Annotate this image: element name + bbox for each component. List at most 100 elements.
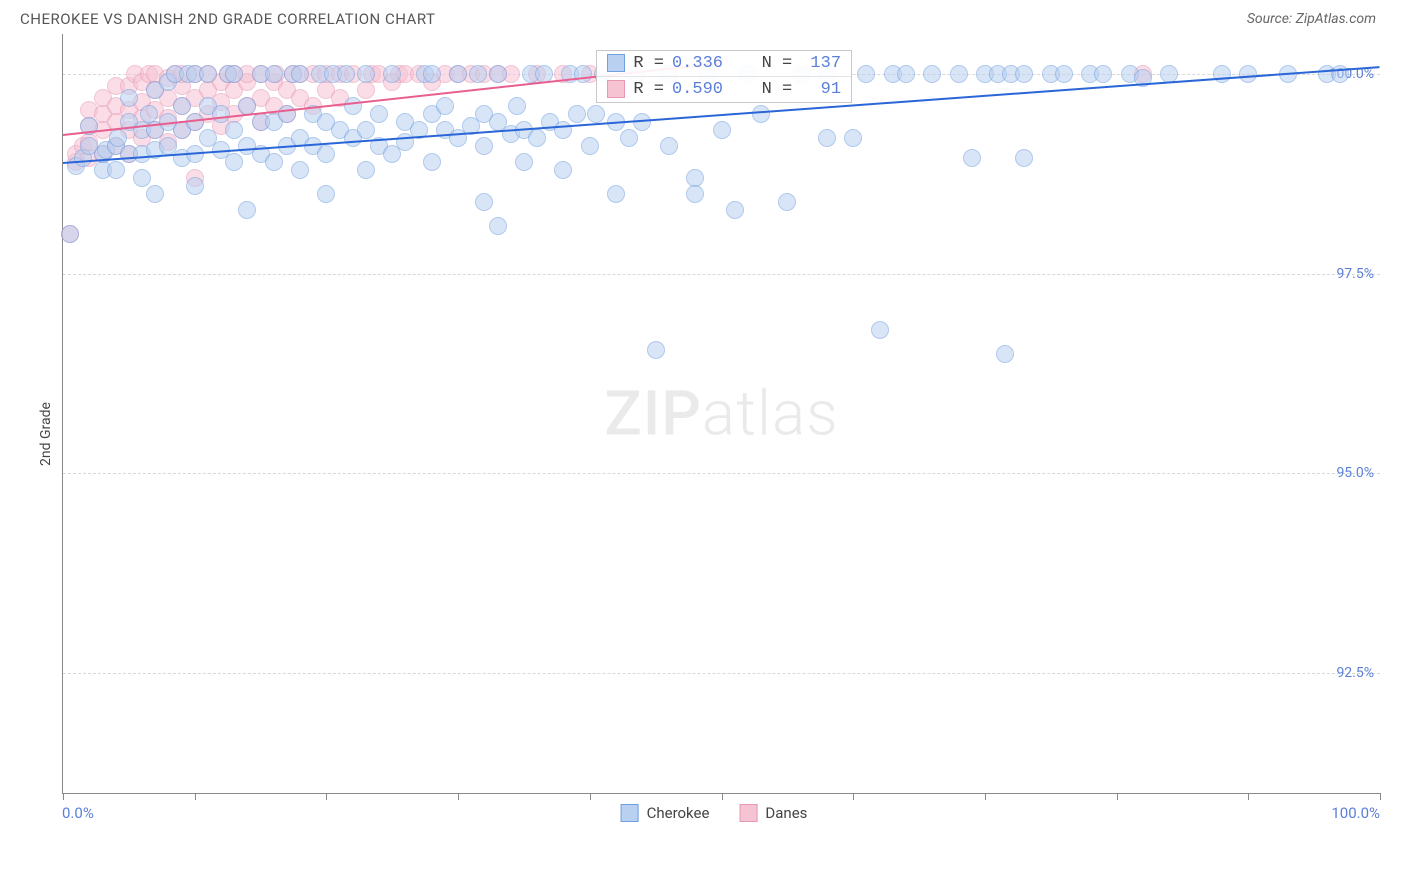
scatter-point [199, 65, 217, 83]
x-tick [985, 793, 986, 800]
scatter-point [291, 161, 309, 179]
scatter-point [515, 153, 533, 171]
legend-swatch-icon [739, 804, 757, 822]
scatter-point [1015, 65, 1033, 83]
legend-label: Cherokee [647, 804, 710, 822]
scatter-point [489, 217, 507, 235]
y-tick-label: 92.5% [1336, 665, 1374, 681]
scatter-point [357, 161, 375, 179]
x-tick [1380, 793, 1381, 800]
x-tick [63, 793, 64, 800]
x-max-label: 100.0% [1331, 804, 1380, 822]
scatter-point [370, 105, 388, 123]
scatter-point [449, 65, 467, 83]
scatter-point [107, 161, 125, 179]
source-label: Source: ZipAtlas.com [1247, 11, 1376, 27]
scatter-point [950, 65, 968, 83]
scatter-point [752, 105, 770, 123]
chart-container: 2nd Grade ZIPatlas 92.5%95.0%97.5%100.0%… [48, 34, 1380, 834]
scatter-point [620, 129, 638, 147]
scatter-point [291, 65, 309, 83]
stats-n-value: 137 [810, 54, 841, 73]
legend-swatch-icon [621, 804, 639, 822]
x-tick [1248, 793, 1249, 800]
scatter-point [109, 129, 127, 147]
scatter-point [146, 185, 164, 203]
x-tick [326, 793, 327, 800]
legend-label: Danes [765, 804, 807, 822]
chart-title: CHEROKEE VS DANISH 2ND GRADE CORRELATION… [20, 10, 435, 28]
stats-n-label: N = [731, 54, 802, 73]
scatter-point [133, 169, 151, 187]
scatter-point [120, 89, 138, 107]
scatter-point [225, 65, 243, 83]
watermark-atlas: atlas [702, 377, 839, 450]
legend-item: Danes [739, 804, 807, 822]
scatter-point [607, 185, 625, 203]
scatter-point [225, 153, 243, 171]
scatter-point [554, 161, 572, 179]
scatter-point [186, 177, 204, 195]
y-tick-label: 97.5% [1336, 266, 1374, 282]
scatter-point [726, 201, 744, 219]
scatter-point [1055, 65, 1073, 83]
x-tick [195, 793, 196, 800]
scatter-point [278, 105, 296, 123]
x-tick [722, 793, 723, 800]
scatter-point [337, 65, 355, 83]
stats-r-label: R = [633, 54, 664, 73]
x-tick [458, 793, 459, 800]
scatter-point [508, 97, 526, 115]
chart-header: CHEROKEE VS DANISH 2ND GRADE CORRELATION… [0, 0, 1406, 34]
scatter-point [1239, 65, 1257, 83]
scatter-point [897, 65, 915, 83]
scatter-point [963, 149, 981, 167]
gridline [63, 473, 1380, 474]
scatter-point [857, 65, 875, 83]
stats-r-value: 0.590 [672, 80, 723, 99]
scatter-point [686, 185, 704, 203]
scatter-point [818, 129, 836, 147]
legend-swatch-icon [607, 54, 625, 72]
scatter-point [423, 153, 441, 171]
scatter-point [344, 97, 362, 115]
scatter-point [212, 105, 230, 123]
scatter-point [1213, 65, 1231, 83]
legend-swatch-icon [607, 80, 625, 98]
stats-n-label: N = [731, 80, 802, 99]
legend-item: Cherokee [621, 804, 710, 822]
stats-row: R = 0.590 N = 91 [597, 76, 851, 102]
watermark-zip: ZIP [604, 377, 702, 450]
gridline [63, 673, 1380, 674]
scatter-point [587, 105, 605, 123]
scatter-point [923, 65, 941, 83]
scatter-point [554, 121, 572, 139]
scatter-point [660, 137, 678, 155]
gridline [63, 274, 1380, 275]
stats-row: R = 0.336 N = 137 [597, 51, 851, 76]
stats-n-value: 91 [810, 80, 841, 99]
legend: Cherokee Danes [621, 804, 808, 822]
x-tick [1117, 793, 1118, 800]
scatter-point [173, 97, 191, 115]
scatter-point [1094, 65, 1112, 83]
scatter-point [475, 137, 493, 155]
scatter-point [489, 65, 507, 83]
scatter-point [568, 105, 586, 123]
scatter-point [528, 129, 546, 147]
y-axis-label: 2nd Grade [38, 402, 54, 466]
scatter-point [844, 129, 862, 147]
scatter-point [647, 341, 665, 359]
scatter-point [423, 65, 441, 83]
scatter-point [581, 137, 599, 155]
scatter-point [436, 97, 454, 115]
stats-r-label: R = [633, 80, 664, 99]
scatter-point [713, 121, 731, 139]
scatter-point [778, 193, 796, 211]
stats-r-value: 0.336 [672, 54, 723, 73]
scatter-point [475, 193, 493, 211]
scatter-point [265, 65, 283, 83]
scatter-point [871, 321, 889, 339]
y-tick-label: 95.0% [1336, 465, 1374, 481]
scatter-point [61, 225, 79, 243]
